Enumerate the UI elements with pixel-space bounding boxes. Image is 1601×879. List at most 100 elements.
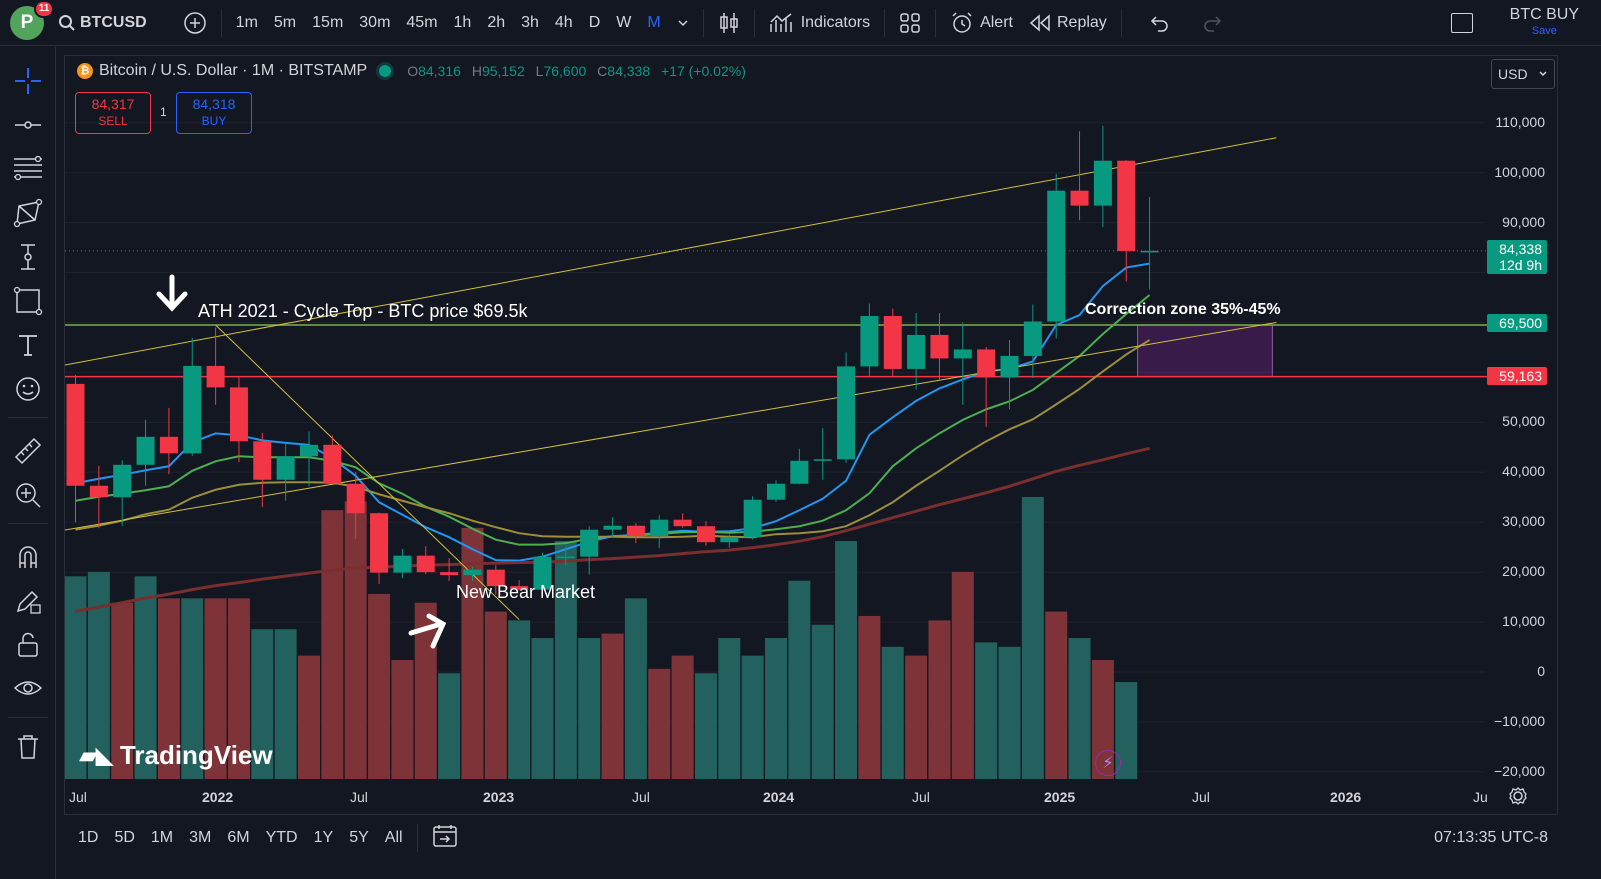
- interval-45m[interactable]: 45m: [406, 13, 438, 31]
- candle-body[interactable]: [743, 499, 762, 538]
- candle-body[interactable]: [767, 483, 785, 500]
- candle-body[interactable]: [977, 349, 996, 378]
- crosshair-tool[interactable]: [0, 61, 56, 101]
- candle-body[interactable]: [346, 483, 365, 514]
- candle-body[interactable]: [416, 555, 435, 573]
- interval-D[interactable]: D: [588, 13, 601, 31]
- replay-button[interactable]: Replay: [1021, 0, 1115, 46]
- moving-average-4[interactable]: [75, 446, 1150, 613]
- candle-body[interactable]: [626, 525, 645, 537]
- lock-drawings[interactable]: [0, 625, 56, 665]
- candle-body[interactable]: [253, 441, 272, 480]
- candle-body[interactable]: [720, 537, 739, 543]
- candle-body[interactable]: [136, 436, 155, 465]
- user-avatar[interactable]: P 11: [10, 0, 54, 40]
- candle-body[interactable]: [1093, 160, 1112, 206]
- candle-body[interactable]: [1047, 190, 1066, 322]
- candle-body[interactable]: [1070, 190, 1089, 206]
- interval-3h[interactable]: 3h: [521, 13, 539, 31]
- candle-body[interactable]: [486, 569, 505, 587]
- correction-zone-annotation[interactable]: Correction zone 35%-45%: [1085, 301, 1281, 318]
- candle-body[interactable]: [206, 365, 225, 388]
- correction-zone-box[interactable]: [1137, 324, 1273, 378]
- interval-5m[interactable]: 5m: [273, 13, 297, 31]
- legend-title[interactable]: Bitcoin / U.S. Dollar · 1M · BITSTAMP: [99, 62, 368, 79]
- range-1d[interactable]: 1D: [78, 829, 99, 846]
- candle-body[interactable]: [1140, 250, 1159, 253]
- range-all[interactable]: All: [384, 829, 403, 846]
- trend-line-tool[interactable]: [0, 105, 56, 145]
- candle-body[interactable]: [556, 556, 575, 559]
- range-ytd[interactable]: YTD: [265, 829, 298, 846]
- candle-body[interactable]: [159, 436, 178, 454]
- range-1y[interactable]: 1Y: [313, 829, 334, 846]
- layout-templates-button[interactable]: [891, 0, 929, 46]
- candle-body[interactable]: [930, 334, 949, 359]
- down-arrow-icon[interactable]: [156, 274, 188, 312]
- range-1m[interactable]: 1M: [150, 829, 174, 846]
- projection-tool[interactable]: [0, 237, 56, 277]
- interval-1h[interactable]: 1h: [453, 13, 472, 31]
- chart-type-button[interactable]: [710, 0, 748, 46]
- pattern-tool[interactable]: [0, 193, 56, 233]
- price-chart[interactable]: [65, 56, 1559, 816]
- candle-body[interactable]: [673, 519, 692, 527]
- indicators-button[interactable]: Indicators: [761, 0, 878, 46]
- remove-drawings[interactable]: [0, 727, 56, 767]
- trade-button[interactable]: BTC BUY Save: [1510, 6, 1579, 37]
- candle-body[interactable]: [837, 366, 856, 460]
- candle-body[interactable]: [183, 365, 202, 454]
- candle-body[interactable]: [370, 513, 389, 573]
- undo-button[interactable]: [1140, 0, 1178, 46]
- interval-W[interactable]: W: [616, 13, 632, 31]
- candle-body[interactable]: [533, 556, 552, 590]
- candle-body[interactable]: [66, 383, 85, 486]
- assistant-icon[interactable]: ⚡: [1095, 750, 1121, 776]
- trend-line-lower[interactable]: [65, 321, 1277, 532]
- trend-line-upper[interactable]: [65, 137, 1277, 368]
- interval-4h[interactable]: 4h: [554, 13, 573, 31]
- trade-quantity[interactable]: 1: [160, 105, 167, 119]
- text-tool[interactable]: [0, 325, 56, 365]
- candle-body[interactable]: [463, 569, 482, 576]
- fullscreen-toggle[interactable]: [1451, 13, 1473, 33]
- zoom-tool[interactable]: [0, 475, 56, 515]
- candle-body[interactable]: [440, 572, 459, 576]
- interval-M[interactable]: M: [647, 13, 661, 31]
- candle-body[interactable]: [1023, 321, 1042, 356]
- range-3m[interactable]: 3M: [189, 829, 212, 846]
- interval-30m[interactable]: 30m: [359, 13, 391, 31]
- candle-body[interactable]: [813, 459, 832, 461]
- range-5y[interactable]: 5Y: [349, 829, 369, 846]
- icons-tool[interactable]: [0, 369, 56, 409]
- interval-15m[interactable]: 15m: [312, 13, 344, 31]
- chart-pane[interactable]: ₿ Bitcoin / U.S. Dollar · 1M · BITSTAMP …: [64, 55, 1558, 815]
- candle-body[interactable]: [393, 555, 412, 573]
- interval-dropdown-button[interactable]: [669, 0, 697, 46]
- redo-button[interactable]: [1194, 0, 1232, 46]
- interval-1m[interactable]: 1m: [235, 13, 258, 31]
- candle-body[interactable]: [696, 526, 715, 543]
- candle-body[interactable]: [603, 525, 622, 530]
- range-5d[interactable]: 5D: [114, 829, 135, 846]
- candle-body[interactable]: [300, 444, 318, 457]
- buy-button[interactable]: 84,318 BUY: [176, 92, 252, 134]
- candle-body[interactable]: [580, 529, 599, 557]
- go-to-date-button[interactable]: [432, 824, 458, 853]
- candle-body[interactable]: [89, 485, 108, 498]
- interval-2h[interactable]: 2h: [487, 13, 506, 31]
- measure-tool[interactable]: [0, 431, 56, 471]
- range-6m[interactable]: 6M: [227, 829, 250, 846]
- right-arrow-icon[interactable]: [408, 613, 447, 649]
- alert-button[interactable]: Alert: [942, 0, 1021, 46]
- geometric-shapes-tool[interactable]: [0, 281, 56, 321]
- candle-body[interactable]: [650, 519, 669, 537]
- candle-body[interactable]: [113, 464, 132, 498]
- candle-body[interactable]: [276, 456, 295, 480]
- candle-body[interactable]: [1117, 160, 1136, 252]
- candle-body[interactable]: [229, 387, 248, 442]
- magnet-tool[interactable]: [0, 537, 56, 577]
- candle-body[interactable]: [790, 460, 809, 484]
- stay-in-drawing-mode[interactable]: [0, 581, 56, 621]
- candle-body[interactable]: [953, 349, 972, 359]
